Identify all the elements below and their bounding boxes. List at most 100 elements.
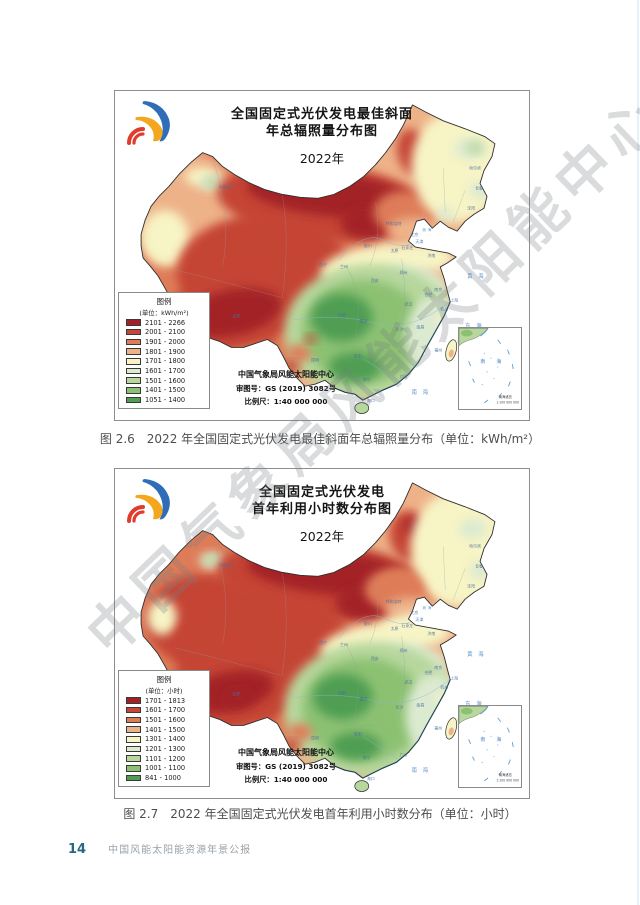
- city-label: 长春: [475, 185, 483, 190]
- city-label: 南京: [434, 665, 442, 670]
- legend-swatch: [126, 774, 141, 782]
- legend-row: 2001 - 2100: [126, 328, 209, 336]
- sea-label: 东 海: [465, 322, 484, 330]
- sea-label: 南 海: [411, 766, 430, 774]
- city-label: 合肥: [424, 292, 432, 297]
- city-label: 广州: [400, 374, 408, 379]
- city-label: 杭州: [440, 307, 448, 312]
- publication-title: 中国风能太阳能资源年景公报: [108, 845, 252, 856]
- city-label: 沈阳: [467, 583, 475, 588]
- legend-row: 1601 - 1700: [126, 367, 209, 375]
- legend-row: 1001 - 1100: [126, 764, 209, 772]
- legend-range-label: 1501 - 1600: [145, 376, 186, 385]
- page-edge-line: [637, 0, 639, 905]
- city-label: 成都: [338, 313, 346, 318]
- attribution-agency: 中国气象局风能太阳能中心: [238, 748, 334, 757]
- city-label: 太原: [391, 626, 399, 631]
- city-label: 石家庄: [402, 245, 414, 250]
- legend-row: 1701 - 1813: [126, 697, 209, 705]
- legend-swatch: [126, 726, 141, 733]
- city-label: 南宁: [363, 755, 371, 760]
- figure-2-6-caption: 图 2.6 2022 年全国固定式光伏发电最佳斜面年总辐照量分布（单位：kWh/…: [99, 432, 541, 446]
- legend-row: 1401 - 1500: [126, 386, 209, 394]
- inset-islands-label: 南海诸岛: [499, 394, 512, 399]
- legend-range-label: 2001 - 2100: [145, 328, 186, 337]
- sea-label: 黄 海: [467, 650, 486, 658]
- city-label: 上海: [450, 676, 458, 681]
- legend-range-label: 1901 - 2000: [145, 337, 186, 346]
- city-label: 沈阳: [467, 205, 475, 210]
- legend-row: 1501 - 1600: [126, 716, 209, 724]
- legend-range-label: 1101 - 1200: [145, 754, 186, 763]
- legend-row: 1401 - 1500: [126, 726, 209, 734]
- inset-islands-label: 南海诸岛: [499, 772, 512, 777]
- legend-row: 1051 - 1400: [126, 396, 209, 404]
- legend-range-label: 1501 - 1600: [145, 715, 186, 724]
- sea-label: 渤海: [422, 227, 433, 232]
- legend-box: 图例 (单位：kWh/m²) 2101 - 2266 2001 - 2100 190…: [118, 291, 210, 409]
- map-figure-2-6: 乌鲁木齐 哈尔滨 长春 沈阳 呼和浩特 北京 天津 石家庄 太原 济南 银川 西宁 兰州 西安 郑州 南京 合肥…: [114, 90, 530, 421]
- legend-range-label: 1701 - 1800: [145, 357, 186, 366]
- legend-swatch: [126, 396, 141, 404]
- city-label: 呼和浩特: [386, 221, 402, 226]
- city-label: 南昌: [416, 703, 424, 708]
- legend-swatch: [126, 319, 141, 326]
- city-label: 兰州: [340, 642, 348, 647]
- city-label: 合肥: [424, 670, 432, 675]
- legend-row: 1301 - 1400: [126, 735, 209, 743]
- south-china-sea-inset-map: 南 海 南海诸岛 1:100 000 000: [458, 705, 522, 788]
- city-label: 西安: [371, 278, 379, 283]
- city-label: 乌鲁木齐: [219, 184, 235, 189]
- legend-range-label: 1201 - 1300: [145, 744, 186, 753]
- legend-swatch: [126, 765, 141, 772]
- city-label: 南京: [434, 287, 442, 292]
- city-label: 北京: [410, 610, 418, 615]
- city-label: 贵阳: [354, 731, 362, 736]
- legend-swatch: [126, 348, 141, 355]
- city-label: 昆明: [311, 735, 319, 740]
- legend-range-label: 1401 - 1500: [145, 725, 186, 734]
- attribution-approval-number: 审图号：GS (2019) 3082号: [235, 383, 337, 393]
- city-label: 上海: [450, 298, 458, 303]
- legend-swatch: [126, 745, 141, 753]
- map-figure-2-7: 乌鲁木齐 哈尔滨 长春 沈阳 呼和浩特 北京 天津 石家庄 太原 济南 银川 西宁 兰州 西安 郑州 南京 合肥…: [114, 468, 530, 799]
- city-label: 拉萨: [233, 692, 241, 697]
- attribution-approval-number: 审图号：GS (2019) 3082号: [235, 761, 337, 771]
- attribution-scale: 比例尺：1:40 000 000: [244, 397, 328, 406]
- city-label: 济南: [427, 253, 435, 258]
- city-label: 重庆: [360, 319, 368, 324]
- city-label: 海口: [367, 776, 375, 781]
- legend-range-label: 1601 - 1700: [145, 706, 186, 715]
- legend-range-label: 1301 - 1400: [145, 735, 186, 744]
- city-label: 石家庄: [402, 623, 414, 628]
- city-label: 长沙: [396, 705, 404, 710]
- legend-title: 图例: [156, 296, 172, 306]
- legend-range-label: 1801 - 1900: [145, 347, 186, 356]
- city-label: 郑州: [400, 648, 408, 653]
- legend-row: 1701 - 1800: [126, 357, 209, 365]
- sea-label: 东 海: [465, 700, 484, 708]
- city-label: 哈尔滨: [469, 166, 481, 171]
- figure-2-7-caption: 图 2.7 2022 年全国固定式光伏发电首年利用小时数分布（单位：小时）: [123, 807, 517, 821]
- city-label: 长沙: [396, 327, 404, 332]
- city-label: 南昌: [416, 325, 424, 330]
- legend-box: 图例 (单位：小时) 1701 - 1813 1601 - 1700 1501 - …: [118, 669, 210, 787]
- legend-row: 1901 - 2000: [126, 338, 209, 346]
- city-label: 武汉: [404, 680, 412, 685]
- south-china-sea-inset-map: 南 海 南海诸岛 1:100 000 000: [458, 327, 522, 410]
- legend-unit: (单位：kWh/m²): [139, 308, 189, 317]
- attribution-agency: 中国气象局风能太阳能中心: [238, 370, 334, 379]
- city-label: 福州: [434, 347, 442, 352]
- legend-row: 1501 - 1600: [126, 377, 209, 385]
- page-footer: 14 中国风能太阳能资源年景公报: [68, 841, 251, 857]
- city-label: 重庆: [360, 697, 368, 702]
- city-label: 昆明: [311, 357, 319, 362]
- legend-swatch: [126, 706, 141, 714]
- legend-range-label: 1001 - 1100: [145, 764, 186, 773]
- city-label: 银川: [364, 621, 372, 626]
- legend-range-label: 2101 - 2266: [145, 318, 186, 327]
- city-label: 北京: [410, 232, 418, 237]
- legend-row: 841 - 1000: [126, 774, 209, 782]
